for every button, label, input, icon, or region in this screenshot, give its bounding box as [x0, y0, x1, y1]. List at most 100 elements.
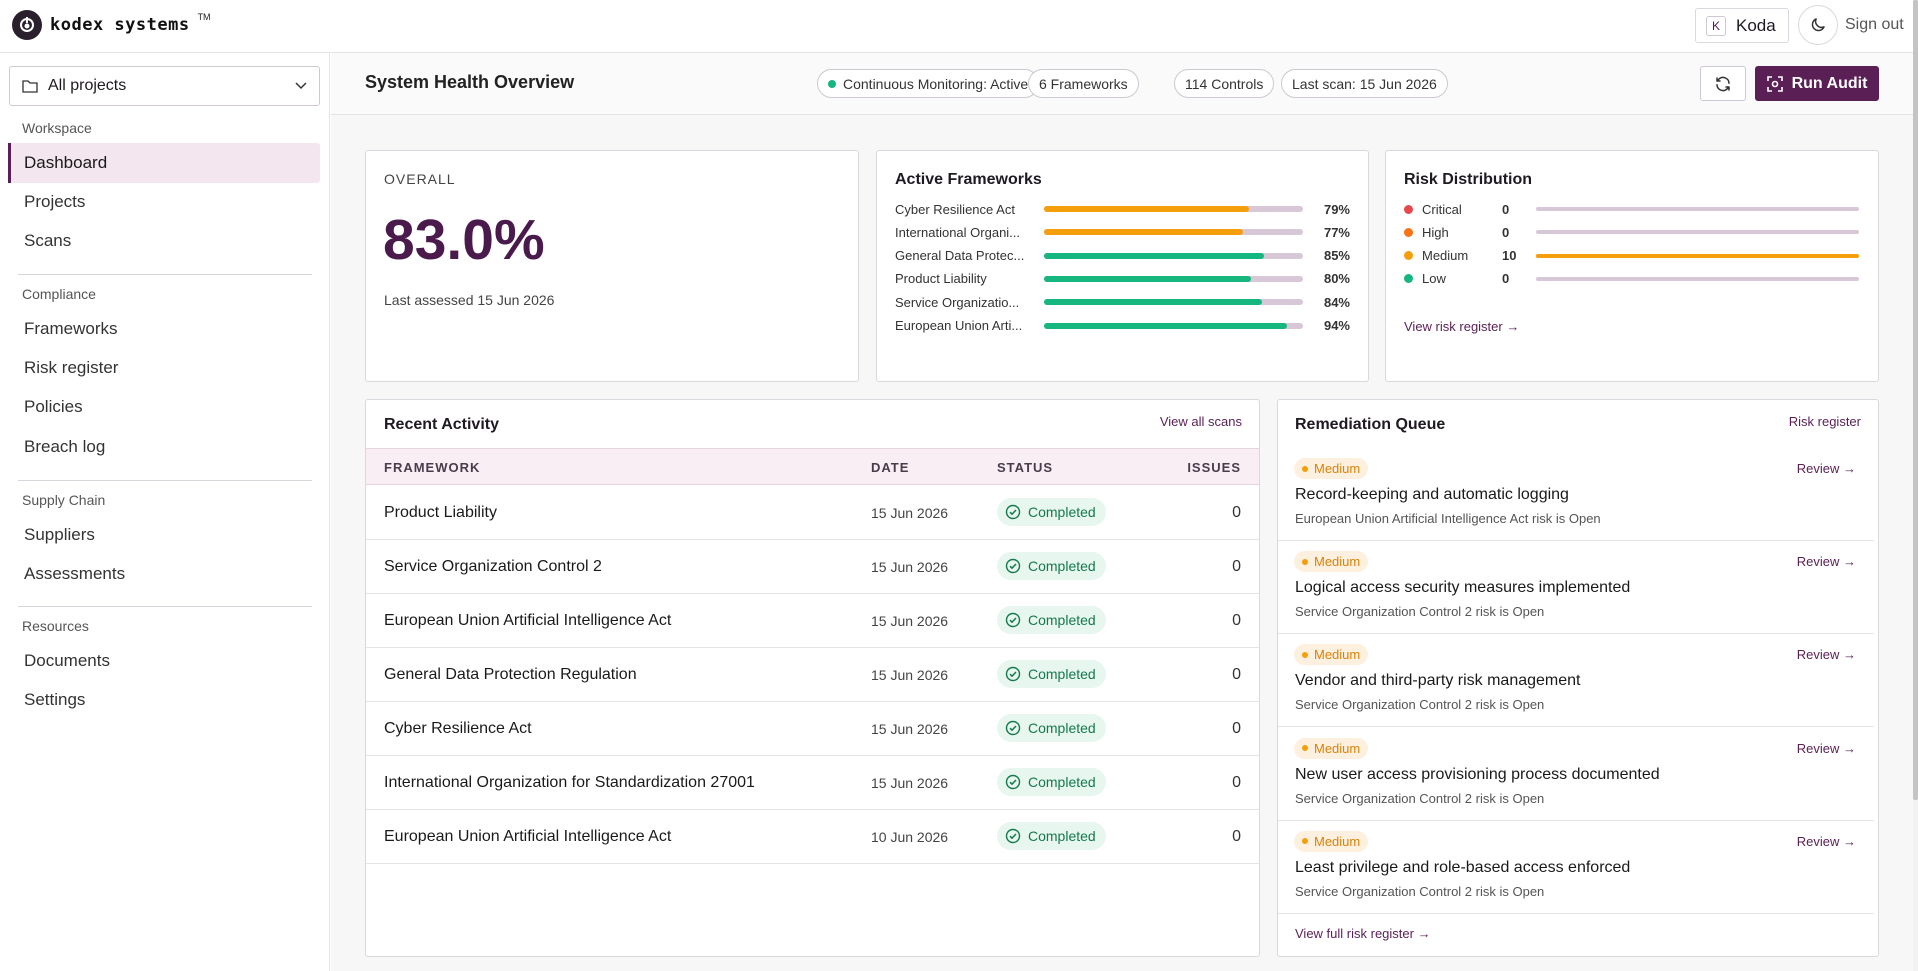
monitoring-status-chip: Continuous Monitoring: Active [817, 69, 1040, 98]
project-select[interactable]: All projects [9, 66, 320, 106]
framework-progress-row[interactable]: General Data Protec... 85% [895, 247, 1350, 265]
status-label: Completed [1028, 504, 1096, 520]
brand-logo[interactable]: kodex systems TM [12, 10, 211, 40]
review-link[interactable]: Review → [1797, 647, 1856, 662]
sidebar-item-policies[interactable]: Policies [24, 397, 83, 416]
card-title: Recent Activity [384, 416, 499, 433]
remediation-title: Least privilege and role-based access en… [1295, 858, 1631, 876]
column-header-framework[interactable]: FRAMEWORK [384, 460, 481, 475]
framework-progress-row[interactable]: Product Liability 80% [895, 270, 1350, 288]
table-row[interactable]: International Organization for Standardi… [366, 756, 1259, 810]
column-header-issues[interactable]: ISSUES [1187, 460, 1241, 475]
date-cell: 15 Jun 2026 [871, 775, 949, 791]
framework-progress-row[interactable]: Cyber Resilience Act 79% [895, 200, 1350, 218]
table-row[interactable]: Service Organization Control 2 15 Jun 202… [366, 540, 1259, 594]
brand-name: kodex systems [50, 15, 190, 35]
status-label: Completed [1028, 774, 1096, 790]
severity-label: Medium [1314, 647, 1361, 663]
remediation-subtitle: European Union Artificial Intelligence A… [1295, 511, 1601, 526]
severity-badge: Medium [1294, 551, 1369, 573]
table-row[interactable]: European Union Artificial Intelligence A… [366, 594, 1259, 648]
severity-label: Medium [1314, 833, 1361, 849]
column-header-date[interactable]: DATE [871, 460, 910, 475]
risk-level-row: Critical 0 [1404, 200, 1859, 218]
run-audit-button[interactable]: Run Audit [1755, 66, 1879, 101]
page-header: System Health Overview Continuous Monito… [331, 53, 1918, 115]
sidebar-item-projects[interactable]: Projects [24, 192, 86, 211]
sidebar-item-breach-log[interactable]: Breach log [24, 437, 106, 456]
sidebar-item-suppliers[interactable]: Suppliers [24, 525, 95, 544]
table-row[interactable]: European Union Artificial Intelligence A… [366, 810, 1259, 864]
table-header: FRAMEWORK DATE STATUS ISSUES [366, 448, 1259, 485]
sidebar-item-dashboard[interactable]: Dashboard [8, 143, 320, 183]
view-risk-register-link[interactable]: View risk register → [1404, 319, 1520, 334]
date-cell: 15 Jun 2026 [871, 559, 949, 575]
date-cell: 15 Jun 2026 [871, 721, 949, 737]
table-row[interactable]: General Data Protection Regulation 15 Jun… [366, 648, 1259, 702]
table-row[interactable]: Product Liability 15 Jun 2026 Completed 0 [366, 486, 1259, 540]
status-label: Completed [1028, 612, 1096, 628]
status-badge: Completed [997, 660, 1106, 688]
view-all-scans-link[interactable]: View all scans [1159, 414, 1242, 429]
review-link[interactable]: Review → [1797, 834, 1856, 849]
risk-level-count: 0 [1502, 271, 1510, 287]
risk-distribution-card: Risk Distribution View risk register → C… [1385, 150, 1879, 382]
framework-cell: Product Liability [384, 504, 497, 521]
sign-out-link[interactable]: Sign out [1845, 16, 1904, 33]
chip-label: Continuous Monitoring: Active [843, 75, 1029, 92]
risk-level-count: 10 [1502, 248, 1517, 264]
risk-level-name: Critical [1422, 201, 1462, 217]
framework-progress-row[interactable]: International Organi... 77% [895, 223, 1350, 241]
check-circle-icon [1005, 612, 1021, 628]
section-label-compliance: Compliance [22, 286, 96, 302]
sidebar-item-risk-register[interactable]: Risk register [24, 358, 119, 377]
section-label-workspace: Workspace [22, 120, 92, 136]
framework-cell: Service Organization Control 2 [384, 558, 602, 575]
column-header-status[interactable]: STATUS [997, 460, 1054, 475]
progress-fill [1044, 322, 1288, 329]
framework-progress-row[interactable]: Service Organizatio... 84% [895, 293, 1350, 311]
theme-toggle-button[interactable] [1798, 5, 1838, 45]
refresh-icon [1716, 76, 1730, 91]
remediation-title: New user access provisioning process doc… [1295, 765, 1660, 783]
folder-icon [22, 80, 38, 93]
status-badge: Completed [997, 552, 1106, 580]
table-row[interactable]: Cyber Resilience Act 15 Jun 2026 Completed… [366, 702, 1259, 756]
run-audit-label: Run Audit [1791, 74, 1868, 92]
risk-dot-icon [1404, 204, 1413, 214]
sidebar-item-documents[interactable]: Documents [24, 651, 110, 670]
user-menu-button[interactable]: K Koda [1695, 8, 1789, 43]
progress-track [1044, 322, 1303, 329]
section-label-resources: Resources [22, 618, 89, 634]
sidebar-item-frameworks[interactable]: Frameworks [24, 319, 118, 338]
sidebar-item-scans[interactable]: Scans [24, 231, 72, 250]
main-content: OVERALL 83.0% Last assessed 15 Jun 2026 … [331, 115, 1918, 971]
severity-label: Medium [1314, 461, 1361, 476]
view-full-risk-register-link[interactable]: View full risk register → [1295, 926, 1431, 941]
review-link[interactable]: Review → [1797, 741, 1856, 756]
framework-progress-row[interactable]: European Union Arti... 94% [895, 317, 1350, 335]
status-badge: Completed [997, 822, 1106, 850]
framework-percent: 77% [1323, 224, 1350, 240]
scrollbar-thumb[interactable] [1913, 0, 1918, 800]
review-link[interactable]: Review → [1797, 461, 1856, 476]
refresh-button[interactable] [1700, 66, 1746, 101]
remediation-item: Medium Logical access security measures i… [1278, 541, 1874, 635]
review-label: Review [1796, 833, 1840, 849]
divider [18, 480, 312, 481]
review-link[interactable]: Review → [1797, 554, 1856, 569]
card-title: Risk Distribution [1404, 171, 1533, 188]
chip-label: Last scan: 15 Jun 2026 [1292, 75, 1437, 92]
risk-register-link[interactable]: Risk register [1788, 414, 1861, 429]
chip-label: 114 Controls [1185, 75, 1264, 92]
risk-dot-icon [1404, 274, 1413, 284]
check-circle-icon [1005, 504, 1021, 520]
risk-level-name: Low [1422, 271, 1446, 287]
sidebar-item-settings[interactable]: Settings [24, 690, 86, 709]
status-dot-icon [828, 79, 836, 88]
sidebar-item-assessments[interactable]: Assessments [24, 564, 126, 583]
arrow-right-icon: → [1839, 461, 1856, 476]
severity-dot-icon [1302, 465, 1308, 472]
progress-fill [1044, 229, 1244, 236]
framework-percent: 85% [1323, 248, 1350, 264]
